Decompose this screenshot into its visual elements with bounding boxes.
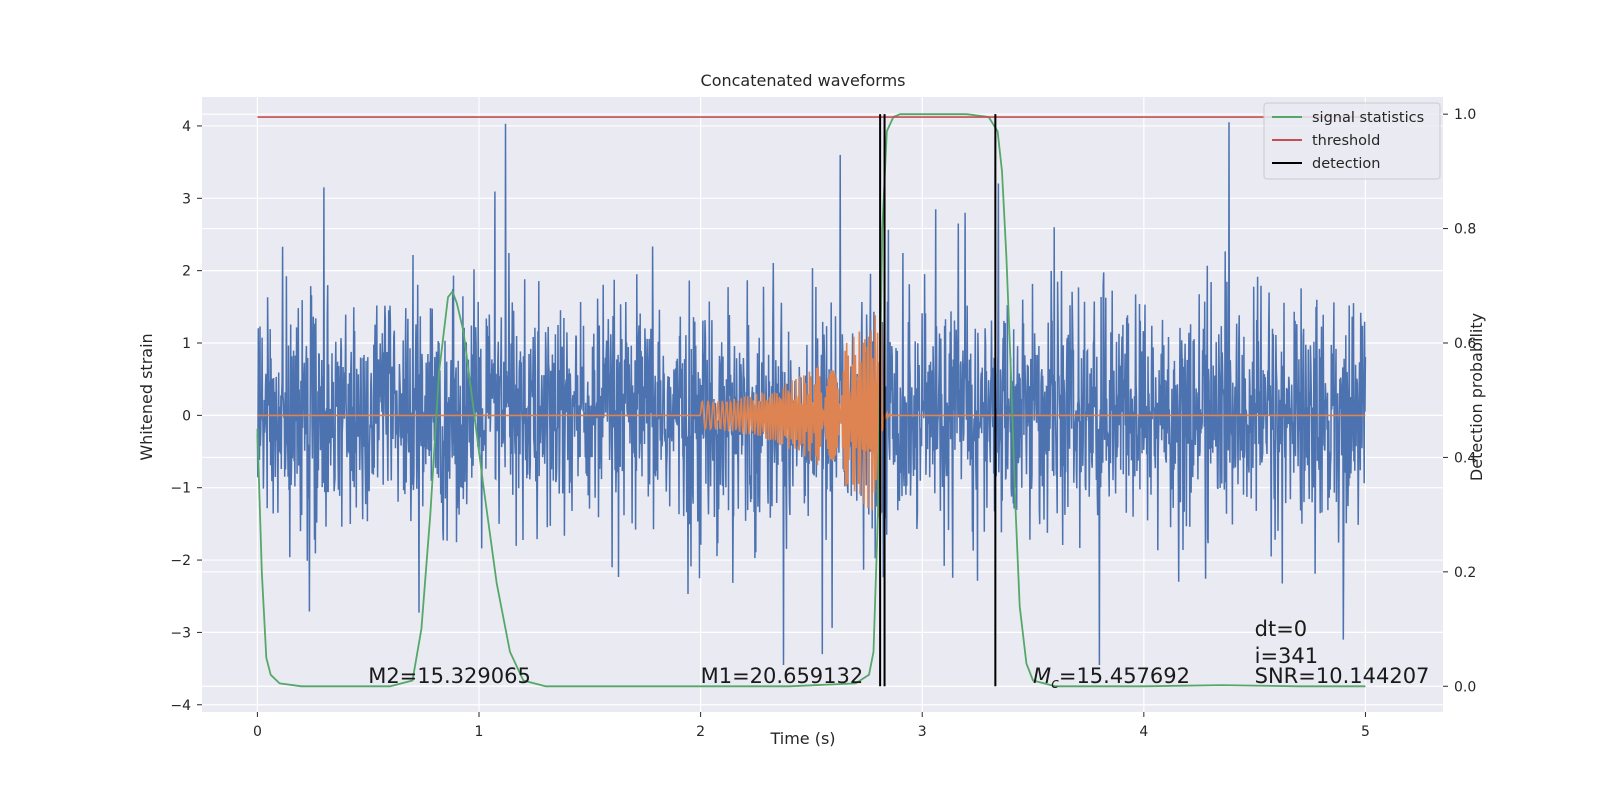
legend-label: detection	[1312, 156, 1380, 172]
y-right-tick-label: 0.8	[1454, 222, 1476, 238]
strain-noise-line	[256, 122, 1367, 666]
y-right-tick-label: 0.4	[1454, 450, 1476, 466]
annotations: M2=15.329065 M1=20.659132 Mc=15.457692 dt=0…	[368, 617, 1429, 692]
y-right-tick-label: 0.2	[1454, 565, 1476, 581]
y-tick-label: −2	[170, 553, 191, 569]
y-axis-right-label: Detection probability	[1467, 313, 1486, 481]
x-tick-label: 0	[253, 724, 262, 740]
annotation-text: M1=20.659132	[701, 664, 864, 688]
axes: 0 1 2 3 4 5 −4 −3 −2 −1 0 1 2 3 4 0.0 0.2 0.4 0.6 0.8 1.0	[170, 107, 1476, 740]
y-tick-label: −1	[170, 481, 191, 497]
annotation-mc-value: =15.457692	[1059, 664, 1190, 688]
annotation-text: SNR=10.144207	[1255, 664, 1430, 688]
y-right-tick-label: 0.6	[1454, 336, 1476, 352]
y-tick-label: 2	[182, 264, 191, 280]
y-tick-label: −3	[170, 625, 191, 641]
legend-box	[1263, 102, 1441, 180]
y-tick-label: 3	[182, 191, 191, 207]
y-axis-label: Whitened strain	[137, 333, 156, 460]
y-right-tick-label: 1.0	[1454, 107, 1476, 123]
annotation-text: i=341	[1255, 644, 1319, 668]
legend: signal statistics threshold detection	[1263, 102, 1441, 180]
annotation-mc-subscript: c	[1051, 676, 1059, 692]
y-tick-label: 4	[182, 119, 191, 135]
legend-label: signal statistics	[1312, 110, 1424, 126]
x-tick-label: 5	[1361, 724, 1370, 740]
signal-statistics-line	[256, 113, 1366, 688]
series	[256, 113, 1367, 688]
legend-label: threshold	[1312, 133, 1380, 149]
annotation-mc-symbol: M	[1033, 664, 1051, 688]
x-tick-label: 3	[918, 724, 927, 740]
x-tick-label: 1	[475, 724, 484, 740]
y-tick-label: 1	[182, 336, 191, 352]
y-right-tick-label: 0.0	[1454, 679, 1476, 695]
annotation-text: dt=0	[1255, 617, 1308, 641]
x-tick-label: 4	[1139, 724, 1148, 740]
chart-title: Concatenated waveforms	[701, 71, 906, 90]
annotation-text: Mc=15.457692	[1033, 664, 1190, 692]
template-chirp-line	[257, 315, 1366, 518]
x-axis-label: Time (s)	[769, 729, 835, 748]
plot-area	[202, 97, 1443, 712]
y-tick-label: −4	[170, 698, 191, 714]
x-tick-label: 2	[696, 724, 705, 740]
y-tick-label: 0	[182, 408, 191, 424]
annotation-text: M2=15.329065	[368, 664, 531, 688]
